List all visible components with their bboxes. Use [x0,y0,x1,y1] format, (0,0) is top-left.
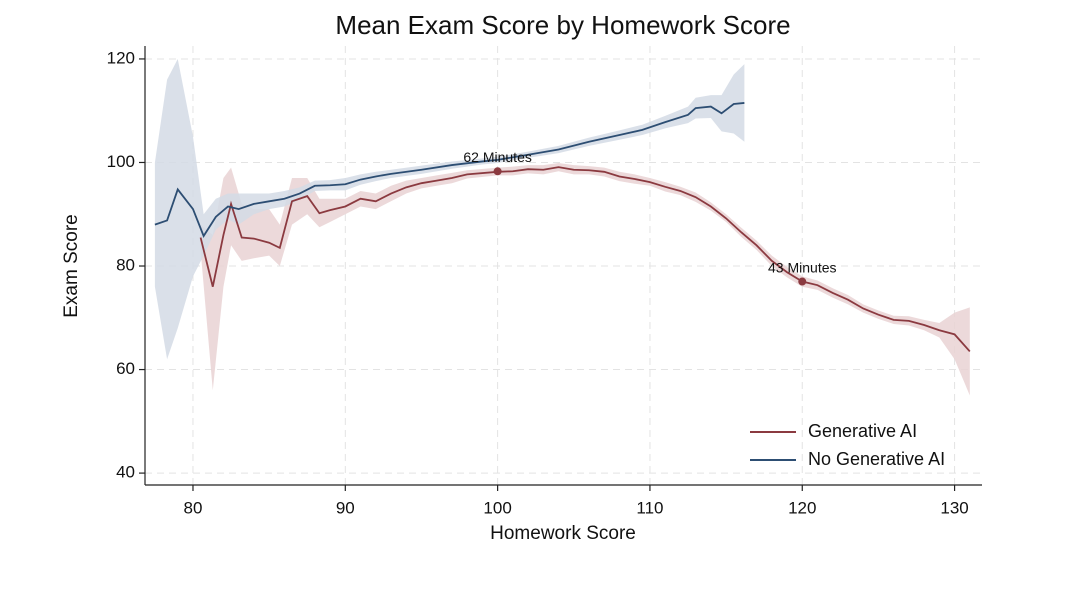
legend-label: Generative AI [808,421,917,441]
annotation-marker [493,167,502,176]
y-axis-label: Exam Score [61,214,82,317]
legend-label: No Generative AI [808,449,945,469]
y-tick-label: 100 [107,152,135,171]
confidence-band [200,162,970,396]
series-line [199,166,971,353]
x-tick-label: 100 [483,498,511,517]
x-tick-label: 90 [336,498,355,517]
x-axis-label: Homework Score [490,523,636,544]
y-tick-label: 80 [116,256,135,275]
y-tick-label: 120 [107,48,135,67]
series-line [154,102,745,238]
confidence-band [154,58,745,360]
y-tick-label: 40 [116,463,135,482]
annotation-label: 62 Minutes [463,149,531,165]
x-tick-label: 130 [940,498,968,517]
y-tick-label: 60 [116,359,135,378]
x-tick-label: 80 [184,498,203,517]
x-tick-label: 120 [788,498,816,517]
x-tick-label: 110 [636,498,663,517]
chart-title: Mean Exam Score by Homework Score [335,10,790,40]
annotation-marker [798,277,807,286]
annotation-label: 43 Minutes [768,259,836,275]
